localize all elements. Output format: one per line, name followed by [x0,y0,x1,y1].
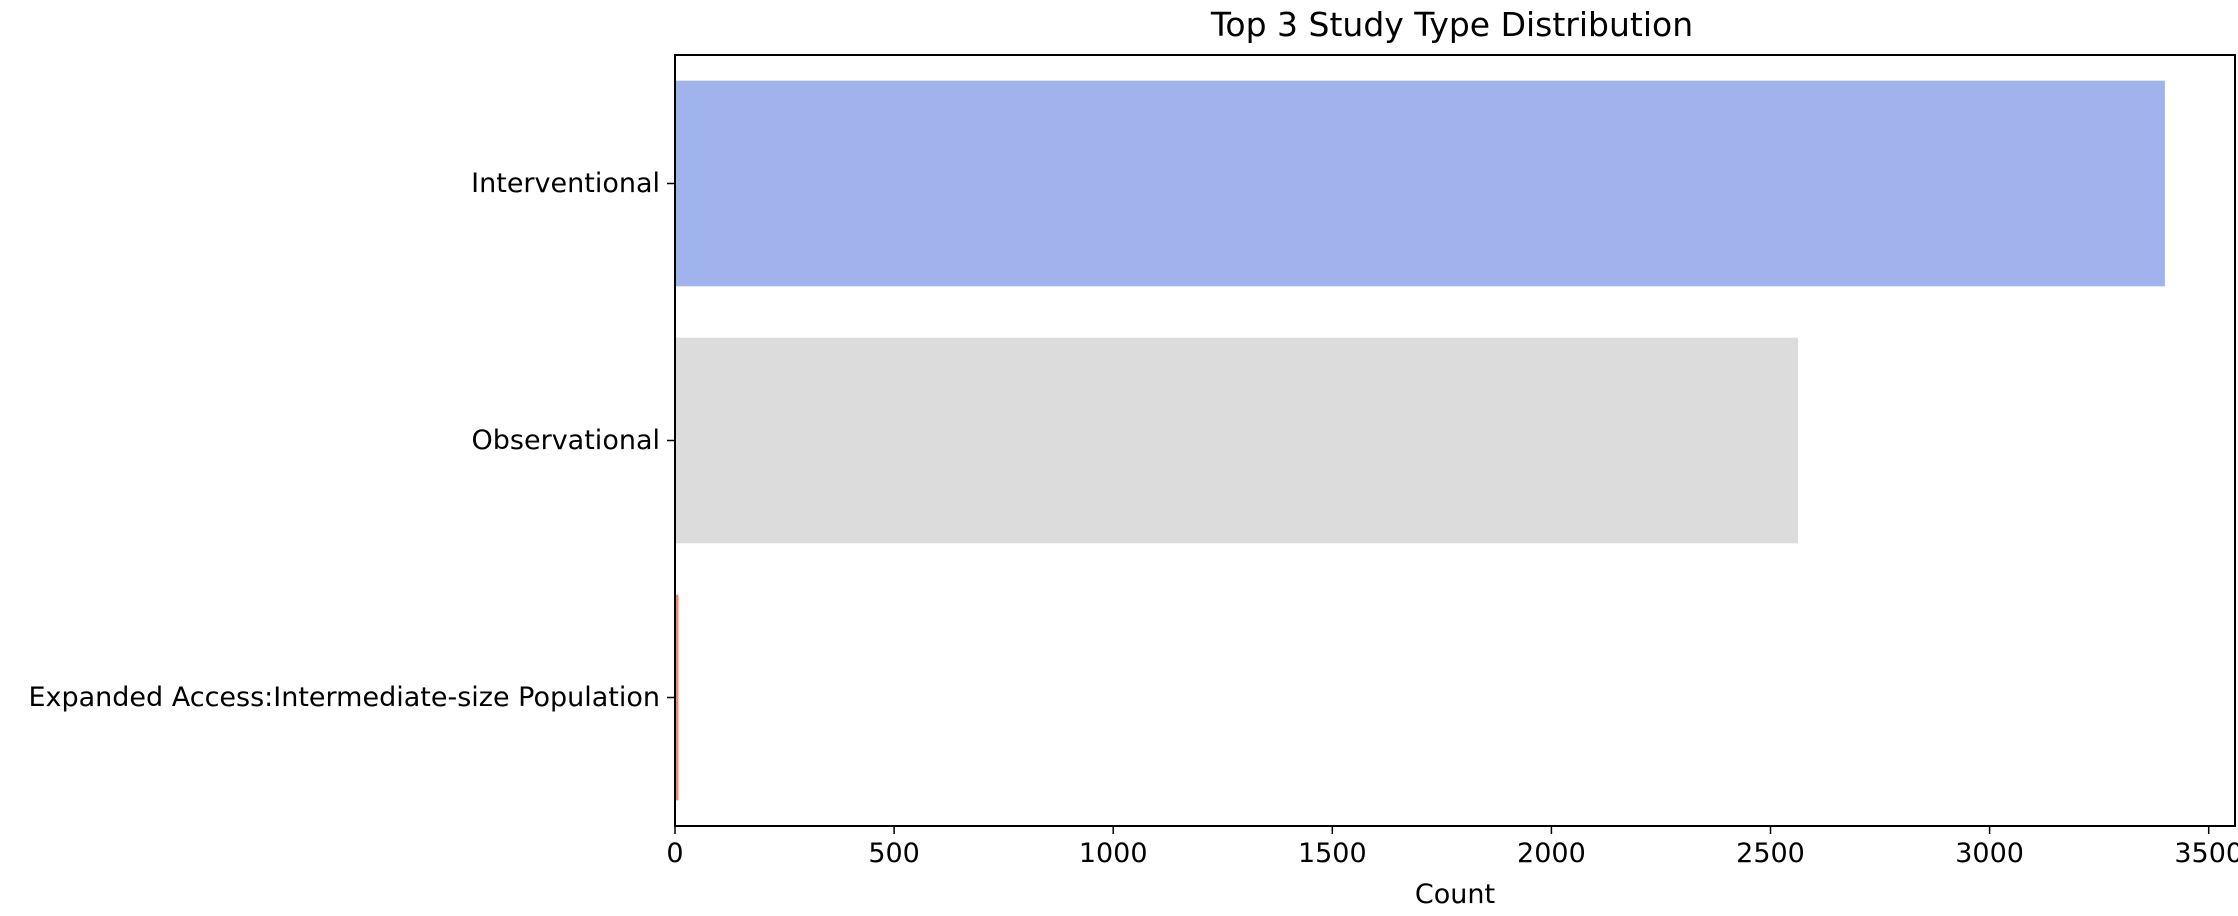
plot-frame [674,54,2236,827]
x-tick-label: 3000 [1955,838,2024,869]
x-axis: 0 500 1000 1500 2000 2500 3000 3500 [666,826,2238,869]
x-tick-label: 1000 [1079,838,1148,869]
x-tick-label: 3500 [2174,838,2238,869]
x-tick-label: 0 [666,838,683,869]
x-tick-label: 2000 [1517,838,1586,869]
x-tick-label: 1500 [1298,838,1367,869]
x-tick-label: 500 [868,838,920,869]
y-tick-label: Interventional [471,168,660,199]
bar-expanded-access-intermediate-size-population [675,594,679,801]
bar-observational [675,337,1799,544]
y-tick-label: Expanded Access:Intermediate-size Popula… [28,682,660,713]
y-axis: Interventional Observational Expanded Acce… [28,168,675,713]
x-axis-label: Count [1415,879,1495,910]
bars-layer [675,80,2165,801]
y-tick-label: Observational [472,425,660,456]
bar-interventional [675,80,2165,287]
chart-title: Top 3 Study Type Distribution [1210,5,1693,44]
x-tick-label: 2500 [1736,838,1805,869]
